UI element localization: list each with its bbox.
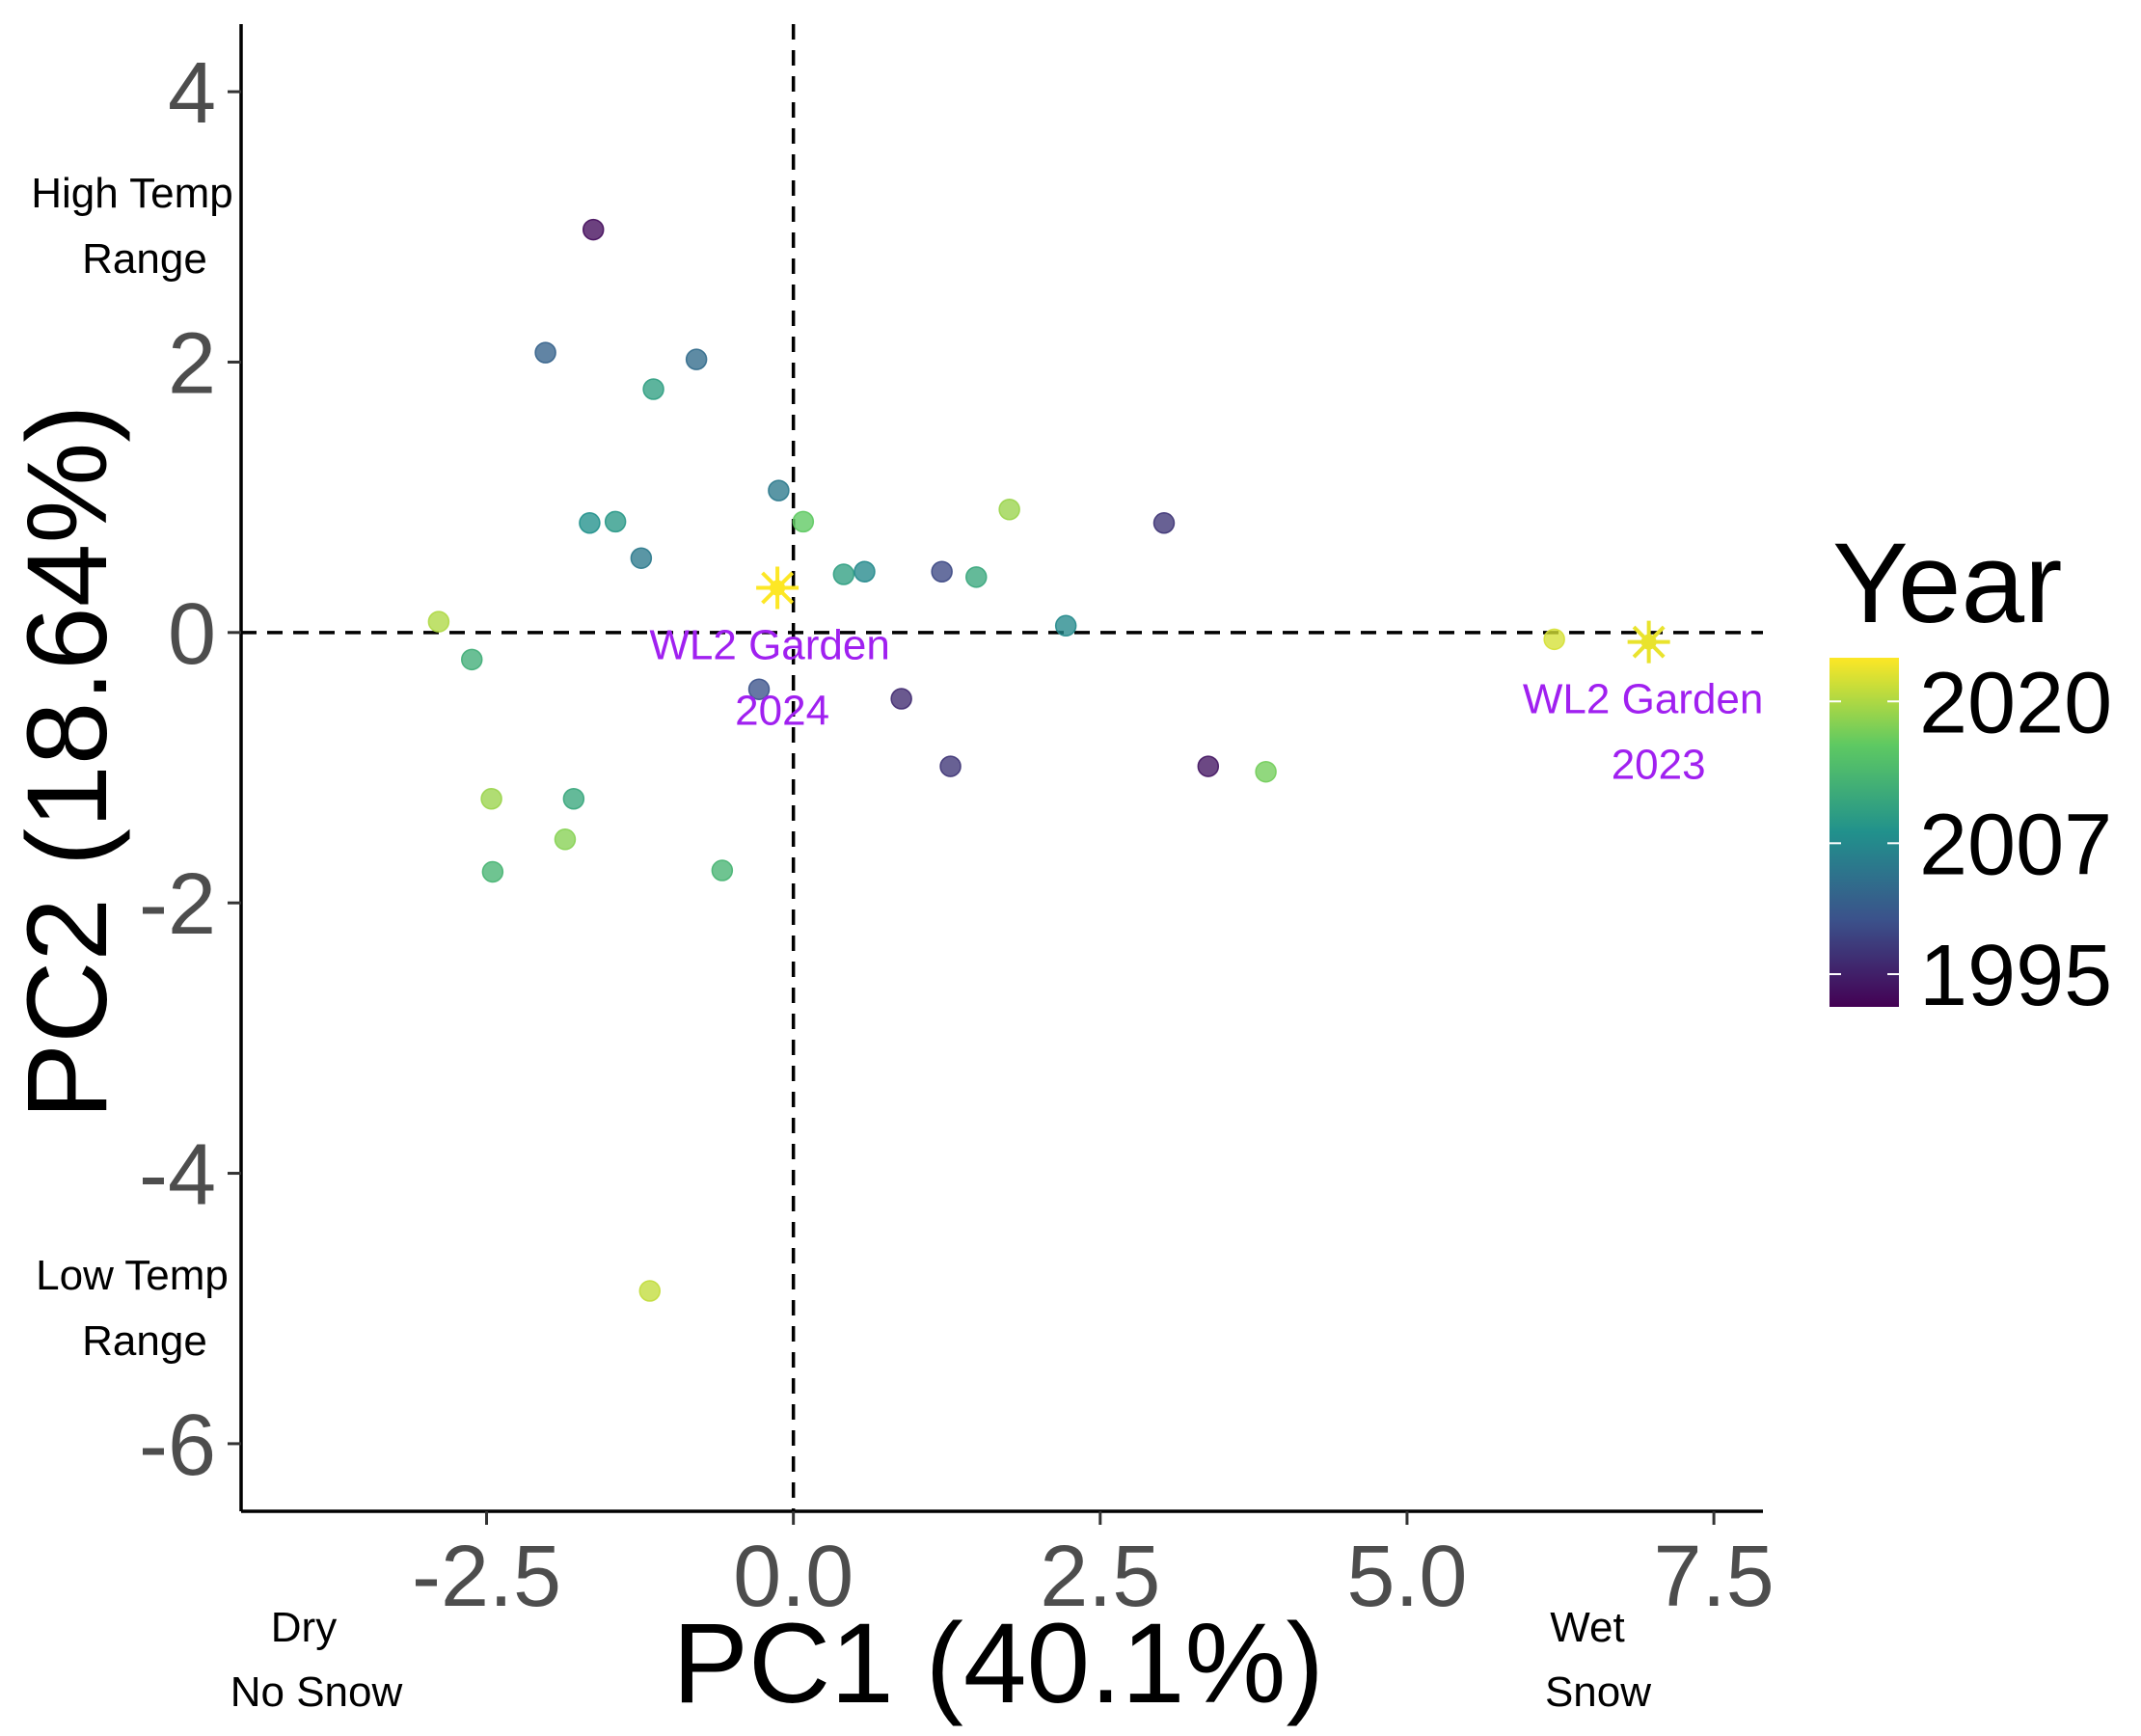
- data-point: [1255, 760, 1277, 783]
- garden-site-label: 2024: [735, 688, 829, 735]
- asterisk-center: [770, 580, 786, 596]
- data-point: [630, 547, 653, 569]
- data-point: [582, 218, 605, 241]
- garden-sites: WL2 Garden 2024 WL2 Garden 2023: [649, 566, 1763, 789]
- data-point: [998, 499, 1020, 521]
- data-points: [427, 218, 1565, 1302]
- data-point: [1197, 755, 1220, 777]
- data-point: [747, 678, 771, 700]
- data-point: [460, 648, 483, 671]
- x-tick-label: 7.5: [1654, 1529, 1775, 1625]
- data-point: [562, 787, 585, 810]
- annotation-no-snow: No Snow: [230, 1668, 403, 1716]
- annotation-wet: Wet: [1550, 1604, 1624, 1651]
- data-point: [685, 348, 708, 370]
- data-point: [931, 560, 953, 583]
- data-point: [1543, 628, 1565, 651]
- annotation-high-temp-line1: High Temp: [31, 170, 233, 217]
- colorbar-ticks: 2020 2007 1995: [1829, 655, 2112, 1024]
- x-tick-label: 2.5: [1040, 1529, 1160, 1625]
- y-tick-label: -2: [139, 856, 216, 953]
- annotation-low-temp-line2: Range: [82, 1317, 207, 1365]
- garden-site-marker: [1627, 620, 1670, 664]
- colorbar-label: 1995: [1919, 928, 2112, 1024]
- y-tick-label: 0: [168, 586, 216, 683]
- data-point: [480, 787, 502, 810]
- data-point: [965, 566, 988, 588]
- data-point: [792, 510, 815, 533]
- asterisk-center: [1640, 634, 1657, 650]
- data-point: [890, 688, 912, 710]
- colorbar-label: 2020: [1919, 655, 2112, 751]
- data-point: [481, 860, 504, 883]
- colorbar: [1829, 658, 1899, 1007]
- y-axis-title: PC2 (18.64%): [4, 404, 131, 1119]
- y-tick-label: 2: [168, 315, 216, 412]
- annotation-low-temp-line1: Low Temp: [36, 1252, 229, 1299]
- x-tick-label: 5.0: [1346, 1529, 1467, 1625]
- data-point: [534, 341, 556, 364]
- data-point: [554, 828, 577, 851]
- garden-site-label: WL2 Garden: [649, 622, 889, 669]
- annotation-snow: Snow: [1545, 1668, 1651, 1716]
- y-tick-label: -4: [139, 1127, 216, 1224]
- y-tick-label: 4: [168, 45, 216, 142]
- data-point: [1152, 512, 1176, 534]
- data-point: [1054, 614, 1077, 637]
- data-point: [579, 512, 601, 534]
- reference-lines: [241, 24, 1763, 1511]
- data-point: [604, 510, 627, 533]
- data-point: [854, 560, 876, 583]
- x-tick-label: 0.0: [733, 1529, 854, 1625]
- legend-title: Year: [1832, 520, 2062, 647]
- data-point: [642, 378, 664, 400]
- data-point: [768, 479, 790, 502]
- legend: Year 2020 2007 1995: [1829, 520, 2112, 1024]
- garden-site-marker: [756, 566, 799, 610]
- annotation-dry: Dry: [271, 1604, 337, 1651]
- x-axis-title: PC1 (40.1%): [672, 1600, 1324, 1727]
- annotation-high-temp-line2: Range: [82, 235, 207, 283]
- garden-site-label: WL2 Garden: [1523, 676, 1763, 723]
- colorbar-label: 2007: [1919, 797, 2112, 893]
- axes: -2.5 0.0 2.5 5.0 7.5 4 2 0 -2 -4 -6: [139, 24, 1775, 1625]
- data-point: [832, 563, 855, 585]
- data-point: [638, 1280, 662, 1302]
- data-point: [939, 755, 962, 777]
- data-point: [711, 859, 734, 882]
- x-tick-label: -2.5: [412, 1529, 561, 1625]
- garden-site-label: 2023: [1612, 742, 1706, 789]
- data-point: [427, 610, 450, 633]
- y-tick-label: -6: [139, 1397, 216, 1494]
